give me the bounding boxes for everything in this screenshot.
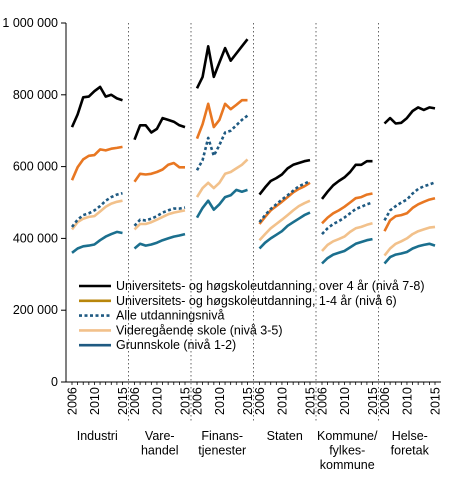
x-tick-label: 2010 — [150, 387, 164, 415]
legend-label: Videregående skole (nivå 3-5) — [116, 323, 283, 337]
panel — [258, 158, 311, 250]
y-tick-label: 200 000 — [13, 303, 58, 317]
x-tick-label: 2010 — [338, 387, 352, 415]
x-tick-label: 2015 — [241, 387, 255, 415]
legend-label: Universitets- og høgskoleutdanning, 1-4 … — [116, 294, 397, 308]
category-label: Finans-tjenester — [198, 429, 246, 458]
x-tick-label: 2015 — [116, 387, 130, 415]
legend-entry: Universitets- og høgskoleutdanning, 1-4 … — [79, 294, 397, 308]
series-line — [133, 206, 186, 227]
series-line — [195, 38, 249, 89]
category-label: Staten — [267, 429, 303, 443]
series-line — [195, 158, 249, 198]
series-line — [70, 199, 123, 231]
series-line — [383, 181, 436, 222]
category-label: Helse-foretak — [391, 429, 430, 458]
series-line — [383, 196, 436, 232]
series-line — [133, 209, 186, 231]
y-tick-label: 0 — [51, 375, 58, 389]
x-tick-label: 2015 — [366, 387, 380, 415]
series-line — [321, 222, 373, 252]
legend-label: Universitets- og høgskoleutdanning, over… — [116, 279, 424, 293]
series-line — [258, 199, 311, 242]
category-label: Industri — [77, 429, 118, 443]
series-line — [70, 191, 123, 228]
legend: Universitets- og høgskoleutdanning, over… — [79, 279, 424, 352]
series-line — [320, 159, 373, 200]
series-line — [133, 116, 186, 141]
x-tick-label: 2006 — [128, 387, 142, 415]
x-tick-label: 2006 — [191, 387, 205, 415]
series-line — [321, 192, 373, 225]
series-line — [383, 242, 436, 265]
series-line — [258, 179, 311, 224]
series-line — [195, 114, 249, 171]
legend-entry: Universitets- og høgskoleutdanning, over… — [79, 279, 424, 293]
series-line — [258, 211, 311, 250]
y-tick-label: 1 000 000 — [2, 16, 58, 30]
legend-label: Grunnskole (nivå 1-2) — [116, 338, 236, 352]
series-line — [195, 188, 248, 219]
x-tick-label: 2015 — [429, 387, 443, 415]
series-line — [70, 145, 123, 181]
category-labels: Industri Vare-handel Finans-tjenester State… — [77, 429, 430, 472]
x-tick-label: 2015 — [179, 387, 193, 415]
series-line — [133, 161, 185, 183]
series-lines — [70, 38, 436, 265]
series-line — [133, 232, 186, 250]
legend-label: Alle utdanningsnivå — [116, 309, 224, 323]
panel — [133, 116, 186, 250]
legend-entry: Alle utdanningsnivå — [79, 309, 224, 323]
y-axis: 0 200 000 400 000 600 000 800 000 1 000 000 — [2, 16, 67, 389]
x-tick-label: 2010 — [275, 387, 289, 415]
x-tick-label: 2010 — [213, 387, 227, 415]
x-tick-label: 2006 — [316, 387, 330, 415]
y-tick-label: 800 000 — [13, 88, 58, 102]
x-tick-label: 2010 — [400, 387, 414, 415]
x-tick-label: 2006 — [253, 387, 267, 415]
panel — [383, 106, 436, 265]
x-tick-label: 2015 — [304, 387, 318, 415]
category-label: Kommune/fylkes-kommune — [317, 429, 378, 472]
legend-entry: Grunnskole (nivå 1-2) — [79, 338, 236, 352]
series-line — [195, 98, 248, 140]
x-tick-label: 2010 — [88, 387, 102, 415]
series-line — [258, 158, 311, 196]
series-line — [70, 85, 123, 128]
x-tick-label: 2006 — [378, 387, 392, 415]
series-line — [383, 106, 436, 125]
y-tick-label: 600 000 — [13, 160, 58, 174]
series-line — [383, 225, 436, 257]
legend-entry: Videregående skole (nivå 3-5) — [79, 323, 283, 337]
y-tick-label: 400 000 — [13, 231, 58, 245]
x-tick-label: 2006 — [66, 387, 80, 415]
panel — [320, 159, 373, 265]
panel — [70, 85, 123, 254]
panel — [195, 38, 249, 219]
series-line — [71, 230, 123, 254]
series-line — [321, 237, 373, 265]
panel-separators — [128, 23, 379, 422]
category-label: Vare-handel — [141, 429, 179, 458]
series-line — [321, 201, 373, 236]
